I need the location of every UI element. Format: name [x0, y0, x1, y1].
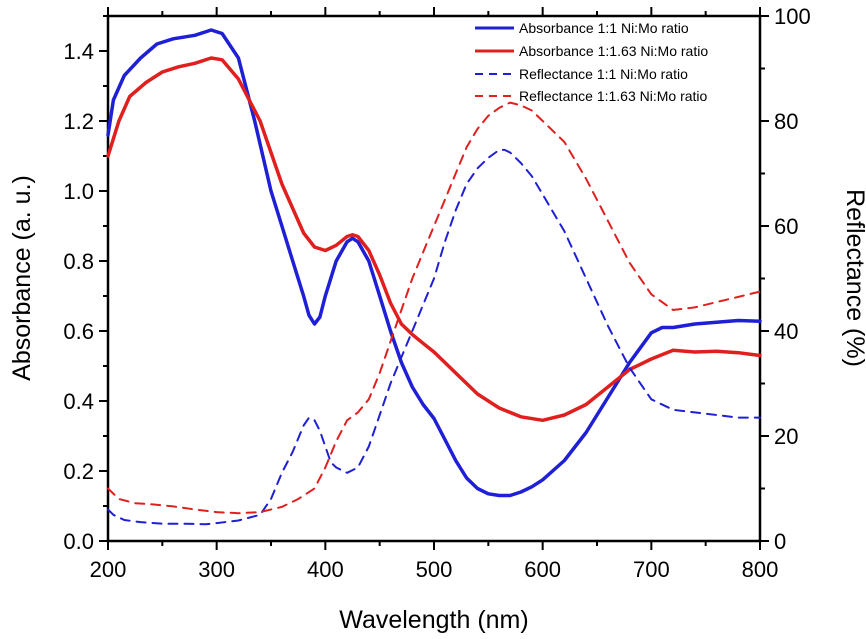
y2-tick-label: 60: [774, 214, 798, 239]
y-axis-title: Absorbance (a. u.): [8, 175, 36, 381]
legend-label-absorbance-1-1-63: Absorbance 1:1.63 Ni:Mo ratio: [519, 43, 708, 59]
y-tick-label: 1.2: [63, 109, 94, 134]
legend: Absorbance 1:1 Ni:Mo ratio Absorbance 1:…: [475, 20, 708, 104]
y-tick-label: 0.0: [63, 529, 94, 554]
x-tick-label: 600: [524, 557, 561, 582]
y2-tick-label: 100: [774, 4, 811, 29]
y-tick-label: 0.4: [63, 389, 94, 414]
y-tick-label: 1.4: [63, 39, 94, 64]
y-tick-label: 1.0: [63, 179, 94, 204]
x-axis-title: Wavelength (nm): [339, 606, 528, 634]
legend-label-reflectance-1-1: Reflectance 1:1 Ni:Mo ratio: [519, 66, 688, 82]
y-tick-label: 0.2: [63, 459, 94, 484]
ticks-layer: 200 300 400 500 600 700 8000.00.20.40.60.81.01…: [63, 4, 810, 582]
reflectance-1-1-63-line: [107, 101, 761, 515]
absorbance-1-1-line: [106, 28, 762, 498]
x-tick-label: 200: [90, 557, 127, 582]
y-tick-label: 0.8: [63, 249, 94, 274]
series-layer: [106, 28, 762, 526]
y-tick-label: 0.6: [63, 319, 94, 344]
x-tick-label: 800: [742, 557, 779, 582]
y2-tick-label: 0: [774, 529, 786, 554]
y2-tick-label: 20: [774, 424, 798, 449]
x-tick-label: 500: [416, 557, 453, 582]
y2-tick-label: 40: [774, 319, 798, 344]
legend-label-reflectance-1-1-63: Reflectance 1:1.63 Ni:Mo ratio: [519, 88, 708, 104]
legend-label-absorbance-1-1: Absorbance 1:1 Ni:Mo ratio: [519, 20, 689, 36]
absorbance-1-1-63-line: [106, 56, 762, 423]
y2-axis-title: Reflectance (%): [841, 189, 866, 367]
x-tick-label: 400: [307, 557, 344, 582]
x-tick-label: 300: [198, 557, 235, 582]
reflectance-1-1-line: [107, 148, 761, 526]
x-tick-label: 700: [633, 557, 670, 582]
y2-tick-label: 80: [774, 109, 798, 134]
